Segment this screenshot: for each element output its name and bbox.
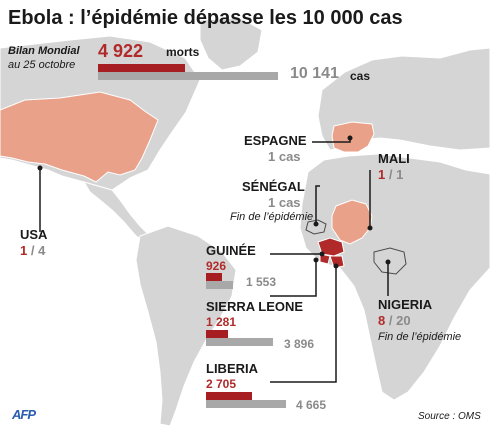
dot-mali	[367, 225, 373, 231]
guinee-deaths: 926	[206, 259, 227, 273]
sierra-leone-cases-bar	[206, 338, 273, 346]
usa-cases: 4	[38, 243, 46, 258]
nigeria-values: 8 / 20	[378, 314, 411, 327]
liberia-cases-bar	[206, 400, 286, 408]
usa-sep: /	[30, 243, 35, 258]
guinee-deaths-bar	[206, 273, 222, 281]
leader-sierra-leone	[270, 260, 317, 297]
nigeria-cases: 20	[396, 313, 411, 328]
summary-deaths-unit: morts	[166, 45, 200, 59]
guinee-name: GUINÉE	[206, 243, 256, 258]
usa-deaths: 1	[20, 243, 28, 258]
nigeria-note: Fin de l’épidémie	[378, 331, 462, 343]
leader-liberia	[270, 266, 337, 383]
dot-senegal	[313, 221, 319, 227]
mali-deaths: 1	[378, 167, 386, 182]
summary-cases-value: 10 141	[290, 65, 339, 82]
nigeria-sep: /	[388, 313, 393, 328]
dot-sierra-leone	[313, 257, 319, 263]
sierra-leone-deaths: 1 281	[206, 315, 237, 329]
summary-date: au 25 octobre	[8, 59, 76, 71]
dot-usa	[37, 165, 43, 171]
dot-espagne	[347, 135, 353, 141]
senegal-shape	[305, 219, 327, 235]
usa-shape	[0, 91, 159, 183]
summary-label: Bilan Mondial	[8, 45, 80, 57]
chart-title: Ebola : l’épidémie dépasse les 10 000 ca…	[8, 7, 403, 29]
espagne-cases: 1 cas	[268, 149, 301, 164]
nigeria-name: NIGERIA	[378, 297, 433, 312]
espagne-name: ESPAGNE	[244, 133, 307, 148]
liberia-cases: 4 665	[296, 398, 327, 412]
senegal-cases: 1 cas	[268, 195, 301, 210]
greenland-landmass	[199, 17, 263, 71]
summary-cases-bar	[98, 72, 278, 80]
mali-sep: /	[388, 167, 393, 182]
liberia-deaths-bar	[206, 392, 252, 400]
sierra-leone-shape	[319, 253, 331, 265]
source-note: Source : OMS	[418, 411, 481, 422]
senegal-name: SÉNÉGAL	[242, 179, 305, 194]
mali-name: MALI	[378, 151, 410, 166]
summary-cases-unit: cas	[350, 69, 371, 83]
sierra-leone-deaths-bar	[206, 330, 228, 338]
nigeria-deaths: 8	[378, 313, 386, 328]
liberia-shape	[329, 255, 345, 269]
senegal-note: Fin de l’épidémie	[230, 211, 314, 223]
sierra-leone-name: SIERRA LEONE	[206, 299, 304, 314]
leader-lines	[39, 136, 389, 383]
mali-values: 1 / 1	[378, 168, 403, 181]
summary-deaths-value: 4 922	[98, 41, 144, 61]
dot-nigeria	[385, 259, 391, 265]
liberia-name: LIBERIA	[206, 361, 258, 376]
leader-senegal	[315, 185, 320, 224]
usa-values: 1 / 4	[20, 244, 45, 257]
dot-guinee	[319, 251, 325, 257]
mali-shape	[331, 199, 373, 245]
dot-liberia	[333, 263, 339, 269]
guinee-cases: 1 553	[246, 275, 277, 289]
afp-logo: AFP	[12, 407, 36, 422]
country-dots	[37, 135, 391, 269]
sierra-leone-cases: 3 896	[284, 337, 315, 351]
mali-cases: 1	[396, 167, 404, 182]
summary-deaths-bar	[98, 64, 185, 72]
usa-name: USA	[20, 227, 48, 242]
liberia-deaths: 2 705	[206, 377, 237, 391]
guinee-cases-bar	[206, 281, 233, 289]
